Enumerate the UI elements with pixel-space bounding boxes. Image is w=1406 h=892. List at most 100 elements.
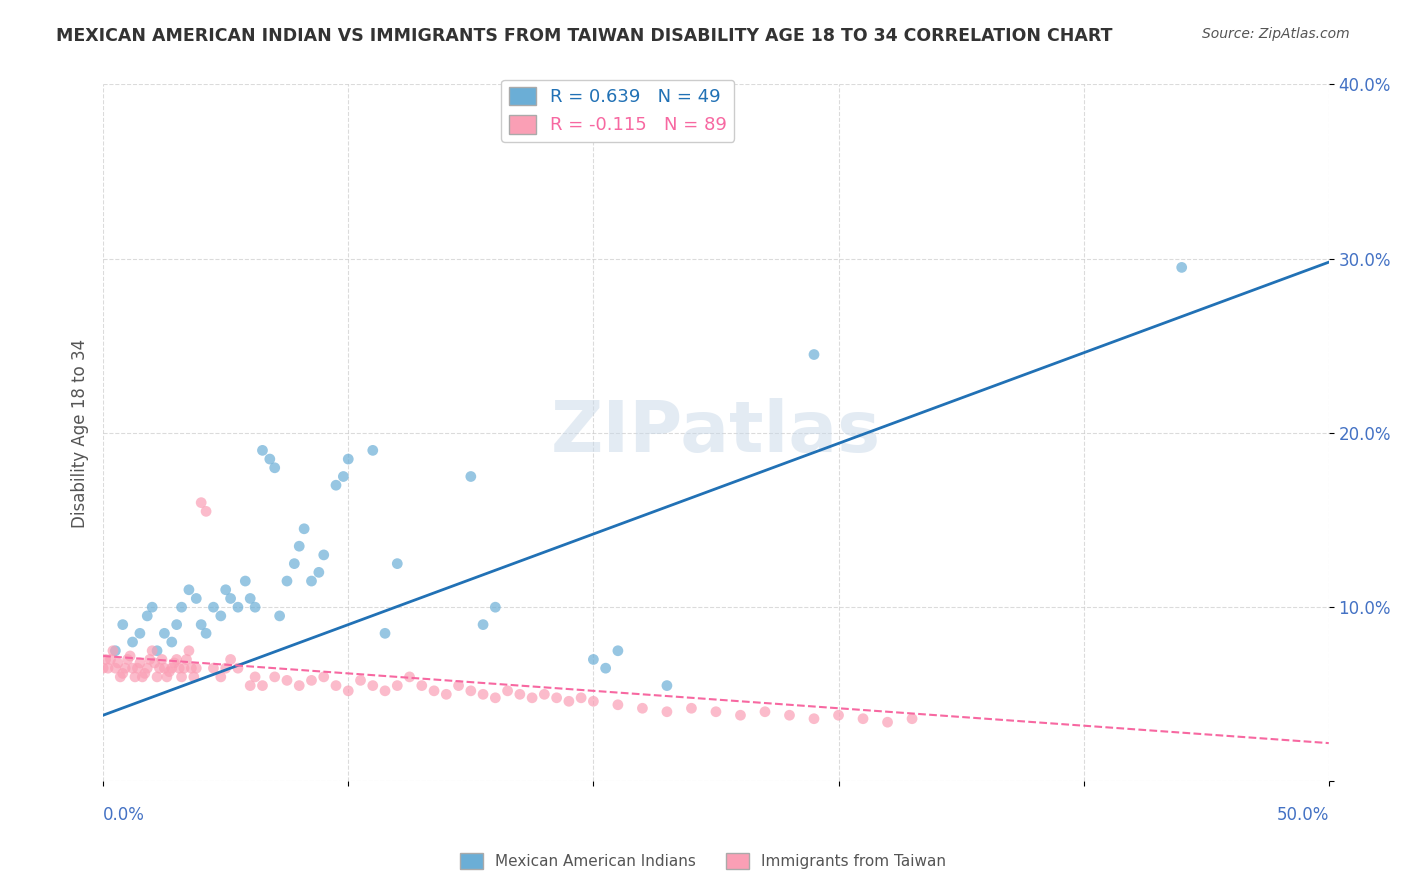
Point (460, 683, 482, 698)
Point (114, 661, 136, 675)
Point (263, 460, 285, 475)
Point (288, 539, 311, 553)
Point (276, 673, 298, 688)
Point (308, 566, 330, 580)
Point (110, 670, 132, 684)
Point (173, 661, 195, 675)
Point (398, 670, 420, 684)
Text: Source: ZipAtlas.com: Source: ZipAtlas.com (1202, 27, 1350, 41)
Point (209, 608, 232, 623)
Point (160, 635, 183, 649)
Point (288, 679, 311, 693)
Point (655, 705, 678, 719)
Point (509, 687, 531, 701)
Point (472, 617, 495, 632)
Point (569, 690, 592, 705)
Point (803, 347, 825, 361)
Point (312, 548, 335, 562)
Point (243, 670, 266, 684)
Point (252, 679, 274, 693)
Point (434, 687, 457, 701)
Point (332, 469, 354, 483)
Point (129, 626, 152, 640)
Point (186, 591, 208, 606)
Point (215, 582, 238, 597)
Point (121, 661, 143, 675)
Point (374, 626, 396, 640)
Point (754, 705, 776, 719)
Point (239, 591, 262, 606)
Point (124, 670, 146, 684)
Point (156, 670, 179, 684)
Point (704, 705, 727, 719)
Point (263, 670, 285, 684)
Y-axis label: Disability Age 18 to 34: Disability Age 18 to 34 (72, 338, 89, 527)
Point (219, 652, 242, 666)
Point (177, 644, 200, 658)
Point (101, 644, 124, 658)
Point (681, 701, 703, 715)
Point (183, 670, 205, 684)
Point (129, 656, 152, 670)
Point (259, 452, 281, 467)
Point (361, 679, 384, 693)
Point (148, 661, 170, 675)
Point (100, 652, 122, 666)
Point (219, 591, 242, 606)
Point (157, 665, 180, 679)
Point (337, 683, 360, 698)
Point (387, 557, 409, 571)
Point (141, 600, 163, 615)
Point (411, 679, 433, 693)
Point (136, 608, 159, 623)
Point (387, 679, 409, 693)
Legend: Mexican American Indians, Immigrants from Taiwan: Mexican American Indians, Immigrants fro… (454, 847, 952, 875)
Point (202, 600, 225, 615)
Point (111, 666, 134, 681)
Point (655, 679, 678, 693)
Point (582, 652, 605, 666)
Point (136, 661, 159, 675)
Point (143, 656, 166, 670)
Point (827, 708, 849, 723)
Point (631, 701, 654, 715)
Point (226, 661, 249, 675)
Point (153, 661, 176, 675)
Point (595, 661, 617, 675)
Text: 0.0%: 0.0% (103, 805, 145, 824)
Point (107, 656, 129, 670)
Text: ZIPatlas: ZIPatlas (551, 399, 882, 467)
Point (460, 469, 482, 483)
Point (190, 495, 212, 509)
Point (582, 694, 605, 708)
Point (901, 712, 924, 726)
Point (239, 679, 262, 693)
Point (121, 635, 143, 649)
Point (312, 670, 335, 684)
Point (146, 644, 169, 658)
Point (337, 452, 360, 467)
Point (170, 600, 193, 615)
Point (166, 652, 188, 666)
Point (120, 648, 142, 663)
Point (349, 673, 371, 688)
Point (97, 661, 120, 675)
Point (195, 504, 218, 518)
Point (226, 600, 249, 615)
Point (876, 715, 898, 730)
Point (117, 652, 139, 666)
Point (243, 600, 266, 615)
Point (202, 661, 225, 675)
Point (292, 522, 315, 536)
Point (546, 690, 568, 705)
Point (520, 690, 543, 705)
Point (167, 661, 190, 675)
Point (472, 687, 495, 701)
Point (779, 708, 801, 723)
Point (276, 574, 298, 588)
Point (150, 652, 173, 666)
Point (484, 600, 506, 615)
Point (153, 626, 176, 640)
Text: MEXICAN AMERICAN INDIAN VS IMMIGRANTS FROM TAIWAN DISABILITY AGE 18 TO 34 CORREL: MEXICAN AMERICAN INDIAN VS IMMIGRANTS FR… (56, 27, 1112, 45)
Point (176, 652, 198, 666)
